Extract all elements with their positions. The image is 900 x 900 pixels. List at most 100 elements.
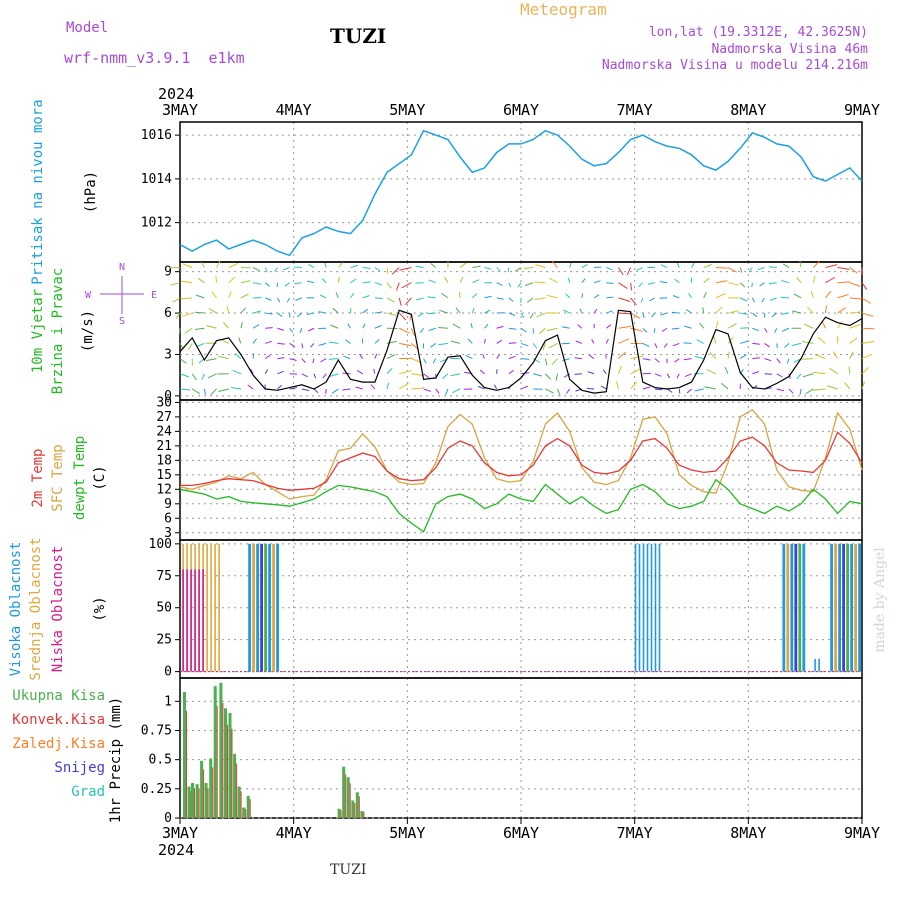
wind-barb bbox=[837, 321, 843, 329]
wind-barb bbox=[252, 310, 261, 314]
precip-bar bbox=[351, 800, 355, 818]
y-tick-label: 21 bbox=[156, 439, 172, 454]
wind-barb bbox=[265, 340, 272, 344]
wind-barb bbox=[252, 267, 260, 272]
cloud-bar-high bbox=[646, 543, 649, 672]
y-tick-label: 27 bbox=[156, 410, 172, 425]
wind-barb bbox=[508, 369, 514, 375]
wind-barb bbox=[444, 276, 449, 283]
wind-barb bbox=[642, 358, 651, 361]
wind-barb bbox=[535, 264, 546, 268]
cloud-bar-mid bbox=[210, 543, 212, 672]
cloud-bar-mixed bbox=[256, 543, 259, 672]
wind-barb bbox=[574, 373, 582, 375]
wind-barb bbox=[438, 342, 449, 346]
precip-bar-convective bbox=[340, 810, 342, 818]
compass-east: E bbox=[151, 290, 157, 301]
cloud-bar-mixed bbox=[842, 543, 845, 672]
wind-barb bbox=[812, 261, 820, 268]
wind-barb bbox=[399, 370, 412, 375]
wind-barb bbox=[696, 339, 704, 344]
wind-barb bbox=[715, 321, 719, 329]
wind-barb bbox=[630, 327, 643, 332]
wind-barb bbox=[651, 312, 656, 318]
wind-barb bbox=[520, 327, 527, 333]
precip-bar-convective bbox=[227, 724, 228, 818]
wind-barb bbox=[450, 340, 461, 344]
cloud-bar-mixed bbox=[260, 543, 263, 672]
wind-barb bbox=[672, 295, 680, 299]
wind-barb bbox=[442, 373, 449, 379]
wind-barb bbox=[175, 312, 181, 319]
precip-bar-convective bbox=[194, 788, 195, 819]
wind-barb bbox=[591, 339, 595, 344]
wind-barb bbox=[661, 327, 668, 332]
lonlat-label: lon,lat (19.3312E, 42.3625N) bbox=[648, 25, 868, 40]
wind-barb bbox=[277, 357, 285, 360]
y-tick-label: 1014 bbox=[141, 172, 172, 187]
y-tick-label: 0.5 bbox=[149, 753, 172, 768]
sfctemp-axis-label: SFC Temp bbox=[50, 444, 66, 511]
wind-barb bbox=[803, 323, 814, 329]
temp-line-dewpoint bbox=[179, 478, 863, 533]
wind-barb bbox=[799, 261, 802, 268]
wind-barb bbox=[825, 277, 835, 284]
precip-bar bbox=[195, 784, 199, 818]
wind-barb bbox=[471, 293, 478, 299]
wind-barb bbox=[740, 297, 748, 302]
wind-barb bbox=[428, 327, 436, 332]
wind-barb bbox=[805, 388, 814, 395]
wind-barb bbox=[649, 297, 656, 302]
wind-barb bbox=[191, 388, 201, 395]
cloud-bar-mixed bbox=[838, 543, 841, 672]
wind-barb bbox=[849, 282, 861, 287]
wind-barb bbox=[533, 373, 542, 377]
precip-bar-convective bbox=[363, 812, 365, 818]
wind-barb bbox=[671, 327, 680, 330]
wind-barb bbox=[277, 327, 285, 331]
precip-bar bbox=[224, 708, 227, 818]
cloud-bar-high bbox=[634, 543, 637, 672]
wind-barb bbox=[472, 279, 480, 284]
wind-barb bbox=[496, 297, 504, 300]
wind-barb bbox=[660, 264, 668, 268]
wind-barb bbox=[373, 368, 376, 374]
wind-barb bbox=[642, 386, 651, 390]
wind-barb bbox=[587, 371, 595, 375]
wind-barb bbox=[555, 373, 559, 381]
wind-barb bbox=[517, 282, 522, 288]
model-label: Model bbox=[66, 20, 109, 36]
wind-barb bbox=[398, 312, 407, 321]
wind-barb bbox=[764, 343, 770, 348]
wind-barb bbox=[386, 312, 397, 316]
wind-barb bbox=[386, 267, 389, 274]
wind-barb bbox=[496, 339, 503, 344]
wind-barb bbox=[666, 373, 671, 379]
wind-barb bbox=[181, 280, 193, 284]
wind-barb bbox=[265, 312, 273, 315]
wind-barb bbox=[861, 282, 868, 290]
wind-barb bbox=[289, 358, 297, 361]
wind-barb bbox=[439, 309, 449, 314]
wind-barb bbox=[217, 355, 229, 360]
y-tick-label: 1012 bbox=[141, 216, 172, 231]
wind-barb bbox=[289, 387, 297, 390]
wind-barb bbox=[826, 385, 838, 390]
y-tick-label: 9 bbox=[164, 497, 172, 512]
wind-barb bbox=[534, 297, 546, 301]
wind-barb bbox=[802, 373, 814, 378]
wind-barb bbox=[508, 342, 517, 344]
precip-bar bbox=[228, 713, 232, 818]
wind-barb bbox=[386, 282, 392, 289]
wind-barb bbox=[450, 373, 461, 377]
wind-barb bbox=[399, 342, 412, 347]
wind-barb bbox=[676, 262, 680, 268]
wind-barb bbox=[277, 384, 283, 390]
wind-barb bbox=[812, 275, 816, 283]
wind-barb bbox=[318, 311, 327, 314]
wind-barb bbox=[318, 342, 327, 346]
wind-barb bbox=[837, 281, 850, 284]
wind-barb bbox=[640, 297, 644, 303]
wind-barb bbox=[606, 310, 613, 314]
wind-barb bbox=[286, 297, 291, 303]
